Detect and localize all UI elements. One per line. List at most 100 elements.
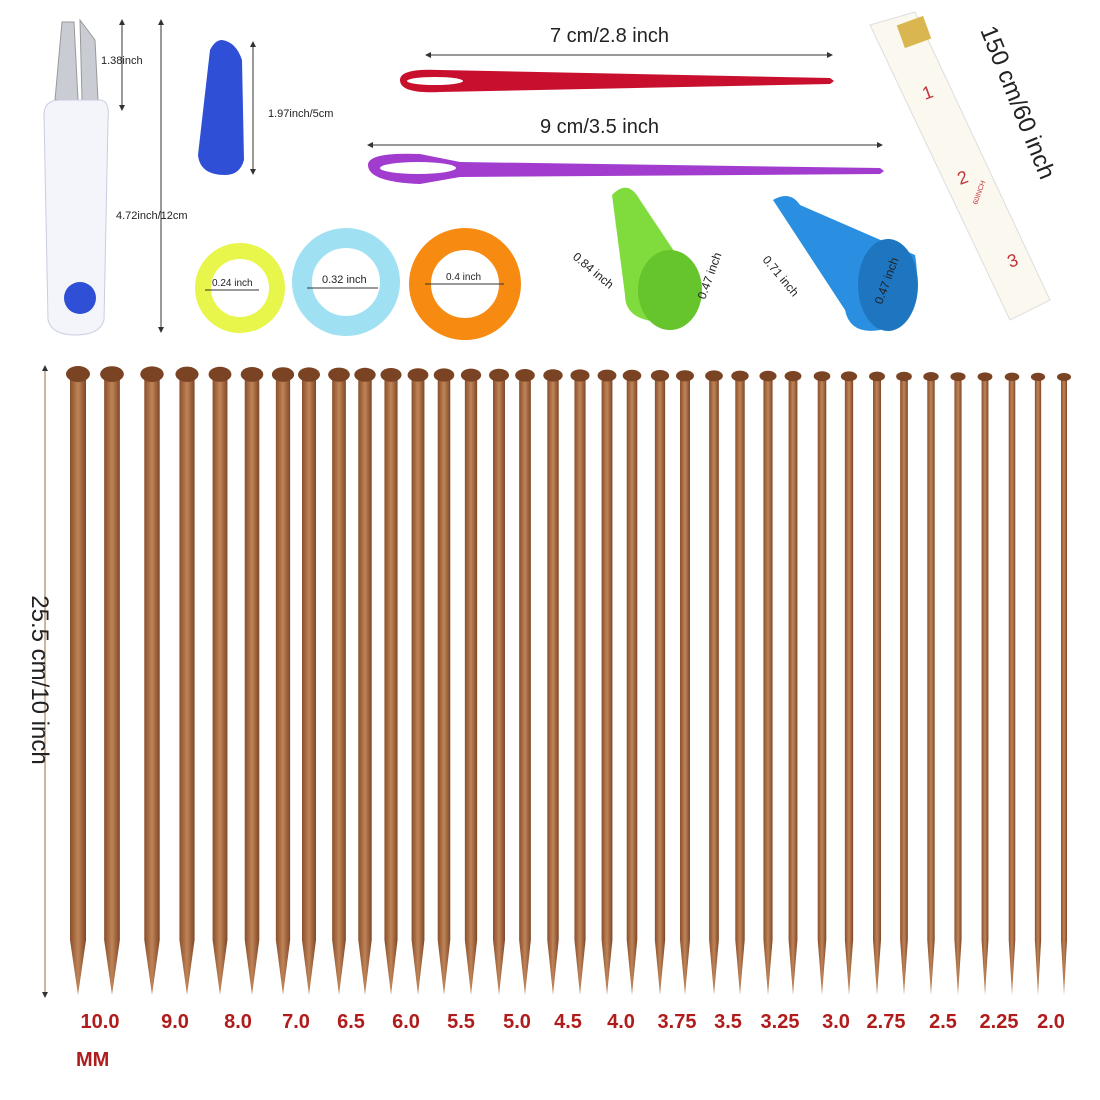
scissors-length-label: 4.72inch/12cm — [116, 210, 188, 222]
knitting-needle — [705, 370, 723, 996]
ring-large-label: 0.4 inch — [446, 272, 481, 283]
needle-size-label: 5.5 — [447, 1011, 475, 1033]
needle-size-labels: 10.0 9.0 8.0 7.0 6.5 6.0 5.5 5.0 4.5 4.0 3.75 3.5 3.… — [81, 1011, 1065, 1033]
needle-cap — [896, 371, 912, 382]
needle-cap — [354, 367, 376, 382]
knitting-needle — [597, 369, 617, 995]
needle-shaft — [927, 378, 935, 995]
knitting-needle — [813, 371, 831, 995]
needle-size-label: 2.5 — [929, 1011, 957, 1033]
stitch-markers: 0.24 inch 0.32 inch 0.4 inch — [195, 228, 521, 340]
knitting-needle — [175, 366, 199, 996]
needle-cap — [543, 369, 563, 382]
knitting-needle — [460, 368, 482, 995]
point-protectors: 0.84 inch 0.47 inch 0.71 inch 0.47 inch — [570, 187, 918, 331]
needle-cap — [731, 370, 749, 382]
scissors-blade-label: 1.38inch — [101, 55, 143, 67]
knitting-needle — [543, 369, 563, 995]
knitting-needle — [298, 367, 320, 995]
protector-blue-width-label: 0.71 inch — [760, 253, 802, 299]
yarn-needles: 7 cm/2.8 inch 9 cm/3.5 inch — [367, 25, 884, 184]
tape-length-label: 150 cm/60 inch — [974, 22, 1060, 183]
knitting-needle — [1030, 372, 1046, 995]
knitting-needle — [950, 372, 966, 995]
knitting-needle — [240, 367, 264, 996]
needle-cap — [676, 370, 694, 382]
needle-cap — [66, 366, 90, 382]
unit-label: MM — [76, 1049, 109, 1071]
needle-size-label: 4.5 — [554, 1011, 582, 1033]
needle-shaft — [1061, 379, 1067, 995]
needle-shaft — [519, 378, 531, 995]
needle-shaft — [900, 378, 908, 995]
needle-cap — [597, 369, 617, 382]
needle-size-label: 5.0 — [503, 1011, 531, 1033]
needle-shaft — [954, 378, 962, 995]
needle-shaft — [1034, 378, 1042, 995]
needle-shaft — [332, 378, 346, 995]
needle-cap — [140, 366, 164, 382]
needle-size-label: 3.5 — [714, 1011, 742, 1033]
cover-length-label: 1.97inch/5cm — [268, 108, 333, 120]
needle-size-label: 2.75 — [867, 1011, 906, 1033]
needle-cap — [622, 369, 642, 382]
needle-cap — [175, 366, 199, 382]
needle-size-label: 6.5 — [337, 1011, 365, 1033]
needle-cap — [407, 368, 429, 382]
needle-shaft — [547, 378, 559, 995]
knitting-needle — [622, 369, 642, 995]
needle-cap — [515, 369, 535, 382]
needle-cap — [813, 371, 831, 382]
needle-shaft — [788, 378, 798, 995]
needle-cap — [100, 366, 124, 382]
needle-size-label: 9.0 — [161, 1011, 189, 1033]
needle-shaft — [358, 378, 372, 995]
needle-cap — [784, 371, 802, 382]
knitting-needle — [140, 366, 164, 995]
knitting-needle — [66, 366, 90, 995]
knitting-needle — [570, 369, 590, 995]
knitting-needles — [66, 366, 1071, 996]
knitting-needle — [1057, 373, 1071, 995]
needle-size-label: 2.25 — [980, 1011, 1019, 1033]
needle-shaft — [384, 378, 398, 995]
scissors-button — [64, 282, 96, 314]
needle-shaft — [601, 378, 613, 995]
knitting-needle — [759, 370, 777, 996]
knitting-needle — [328, 367, 350, 995]
knitting-needle — [1004, 372, 1020, 995]
knitting-needle — [433, 368, 455, 995]
needle-cap — [380, 368, 402, 382]
needle-cap — [650, 370, 670, 382]
needle-size-label: 7.0 — [282, 1011, 310, 1033]
needle-cap — [977, 372, 993, 382]
knitting-needle — [489, 368, 509, 995]
needle-shaft — [144, 378, 160, 995]
needle-cap — [298, 367, 320, 382]
knitting-needle — [354, 367, 376, 995]
needle-shaft — [275, 378, 291, 996]
needle-shaft — [626, 378, 638, 995]
needle-cap — [923, 372, 939, 382]
needle-shaft — [844, 378, 854, 995]
knitting-needle — [840, 371, 858, 995]
needle-shaft — [104, 378, 120, 995]
needle-cap — [489, 368, 509, 382]
knitting-needle — [731, 370, 749, 996]
needle-cap — [271, 367, 295, 382]
needle-cap — [1030, 372, 1046, 382]
needle-length-label: 25.5 cm/10 inch — [26, 595, 53, 764]
needle-size-label: 4.0 — [607, 1011, 635, 1033]
needle-size-label: 3.0 — [822, 1011, 850, 1033]
needle-shaft — [817, 378, 827, 995]
needle-cap — [460, 368, 482, 382]
needle-shaft — [411, 378, 425, 995]
needle-shaft — [709, 378, 719, 996]
needle-shaft — [212, 378, 228, 996]
yarn-needle-long-label: 9 cm/3.5 inch — [540, 116, 659, 138]
needle-cap — [705, 370, 723, 382]
needle-shaft — [1008, 378, 1016, 995]
knitting-needle — [100, 366, 124, 995]
